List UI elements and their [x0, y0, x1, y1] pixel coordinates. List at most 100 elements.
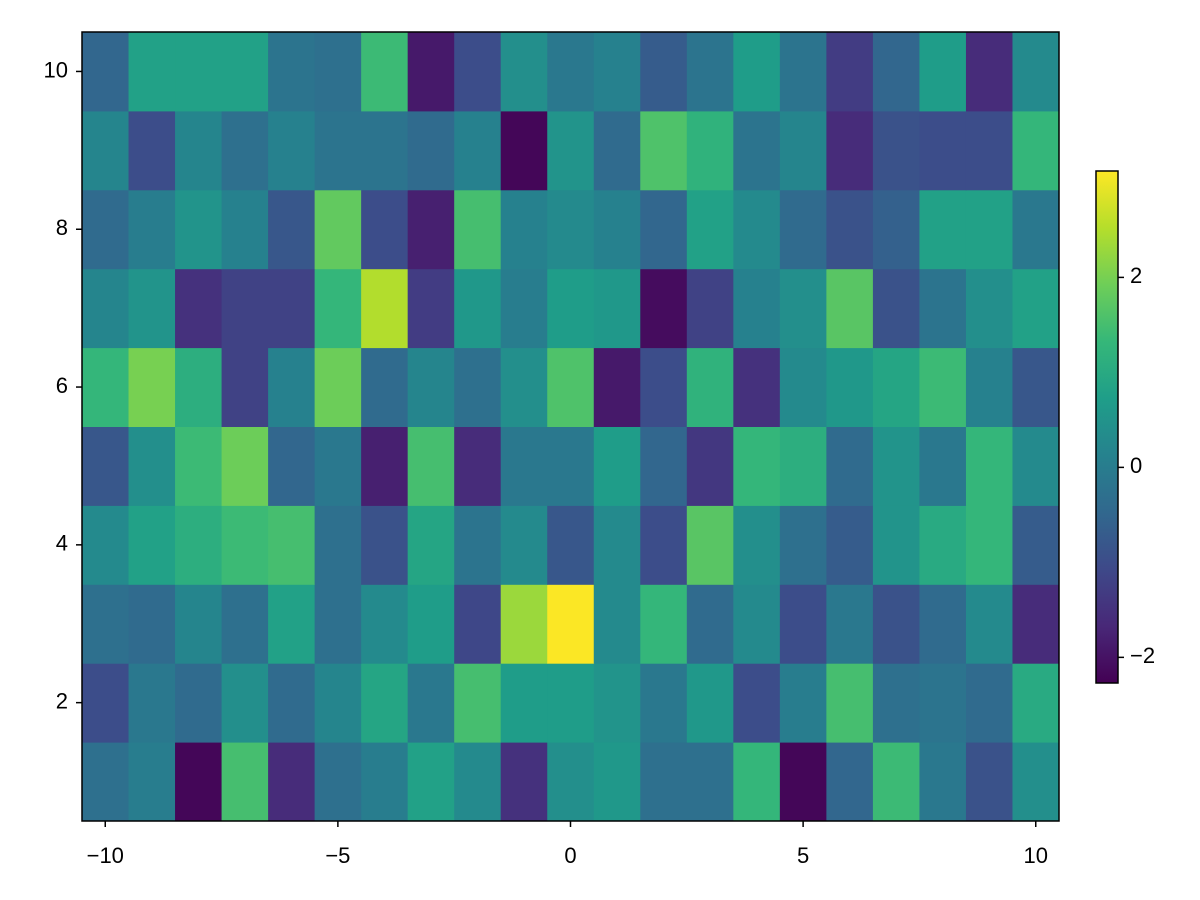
heatmap-cell: [221, 663, 269, 743]
y-tick-label: 10: [44, 57, 68, 82]
heatmap-cell: [919, 663, 967, 743]
heatmap-cell: [268, 189, 316, 270]
heatmap-cell: [175, 110, 223, 191]
heatmap-cell: [221, 584, 269, 664]
heatmap-cell: [593, 742, 641, 822]
x-tick-label: 0: [564, 843, 576, 868]
heatmap-cell: [593, 426, 641, 506]
heatmap-cell: [500, 505, 548, 585]
y-tick-label: 8: [56, 215, 68, 240]
heatmap-cell: [454, 584, 502, 664]
heatmap-cell: [314, 268, 362, 349]
heatmap-cell: [82, 32, 130, 112]
heatmap-cell: [1012, 663, 1060, 743]
heatmap-cell: [361, 189, 409, 270]
heatmap-cell: [919, 110, 967, 191]
heatmap-cell: [407, 32, 455, 112]
heatmap-cell: [128, 426, 176, 506]
heatmap-cell: [175, 426, 223, 506]
heatmap-cell: [268, 584, 316, 664]
heatmap-cell: [640, 663, 688, 743]
heatmap-cell: [733, 189, 781, 270]
heatmap-cell: [593, 505, 641, 585]
heatmap-cell: [268, 426, 316, 506]
heatmap-cell: [407, 189, 455, 270]
heatmap-cell: [82, 663, 130, 743]
heatmap-cell: [407, 347, 455, 427]
heatmap-cell: [779, 110, 827, 191]
heatmap-cell: [221, 32, 269, 112]
heatmap-cell: [593, 110, 641, 191]
heatmap-cell: [361, 32, 409, 112]
heatmap-cell: [640, 584, 688, 664]
heatmap-cell: [965, 663, 1013, 743]
heatmap-cell: [500, 663, 548, 743]
heatmap-cell: [826, 32, 874, 112]
heatmap-cell: [175, 584, 223, 664]
heatmap-cell: [221, 742, 269, 822]
heatmap-cell: [221, 347, 269, 427]
heatmap-cell: [965, 426, 1013, 506]
x-tick-label: 5: [797, 843, 809, 868]
heatmap-cell: [221, 110, 269, 191]
heatmap-cell: [268, 505, 316, 585]
heatmap-cell: [686, 189, 734, 270]
heatmap-cell: [593, 32, 641, 112]
heatmap-cell: [175, 189, 223, 270]
heatmap-cell: [175, 742, 223, 822]
heatmap-cell: [965, 584, 1013, 664]
heatmap-cell: [826, 189, 874, 270]
heatmap-cell: [128, 742, 176, 822]
heatmap-cell: [82, 426, 130, 506]
heatmap-cell: [547, 189, 595, 270]
heatmap-cell: [361, 110, 409, 191]
heatmap-cell: [826, 505, 874, 585]
x-tick-label: 10: [1023, 843, 1047, 868]
heatmap-cell: [547, 268, 595, 349]
heatmap-cell: [221, 268, 269, 349]
heatmap-cell: [128, 32, 176, 112]
colorbar: [1095, 170, 1119, 684]
heatmap-cell: [826, 347, 874, 427]
heatmap-cell: [826, 268, 874, 349]
x-tick-label: −5: [325, 843, 350, 868]
heatmap-cell: [686, 32, 734, 112]
heatmap-cell: [733, 663, 781, 743]
heatmap-cell: [361, 426, 409, 506]
heatmap-cell: [965, 347, 1013, 427]
heatmap-cell: [640, 268, 688, 349]
heatmap-cell: [919, 505, 967, 585]
heatmap-cell: [547, 584, 595, 664]
heatmap-cell: [407, 268, 455, 349]
heatmap-cell: [872, 347, 920, 427]
heatmap-cell: [82, 268, 130, 349]
heatmap-cell: [640, 189, 688, 270]
heatmap-cell: [779, 268, 827, 349]
heatmap-cell: [686, 426, 734, 506]
heatmap-cell: [314, 663, 362, 743]
heatmap-cell: [221, 426, 269, 506]
heatmap-cell: [919, 268, 967, 349]
heatmap-cell: [175, 663, 223, 743]
heatmap-cell: [686, 742, 734, 822]
heatmap-cell: [314, 742, 362, 822]
heatmap-cell: [175, 505, 223, 585]
heatmap-cell: [314, 189, 362, 270]
heatmap-cell: [221, 505, 269, 585]
heatmap-cell: [454, 32, 502, 112]
heatmap-cell: [314, 505, 362, 585]
heatmap-cell: [314, 110, 362, 191]
heatmap-cell: [82, 110, 130, 191]
heatmap-cell: [593, 347, 641, 427]
heatmap-cell: [919, 426, 967, 506]
heatmap-cell: [128, 268, 176, 349]
heatmap-cell: [547, 505, 595, 585]
heatmap-cell: [826, 584, 874, 664]
heatmap-cell: [268, 347, 316, 427]
heatmap-cell: [500, 347, 548, 427]
heatmap-cell: [826, 110, 874, 191]
heatmap-cell: [454, 426, 502, 506]
heatmap-cell: [686, 268, 734, 349]
heatmap-cell: [919, 742, 967, 822]
